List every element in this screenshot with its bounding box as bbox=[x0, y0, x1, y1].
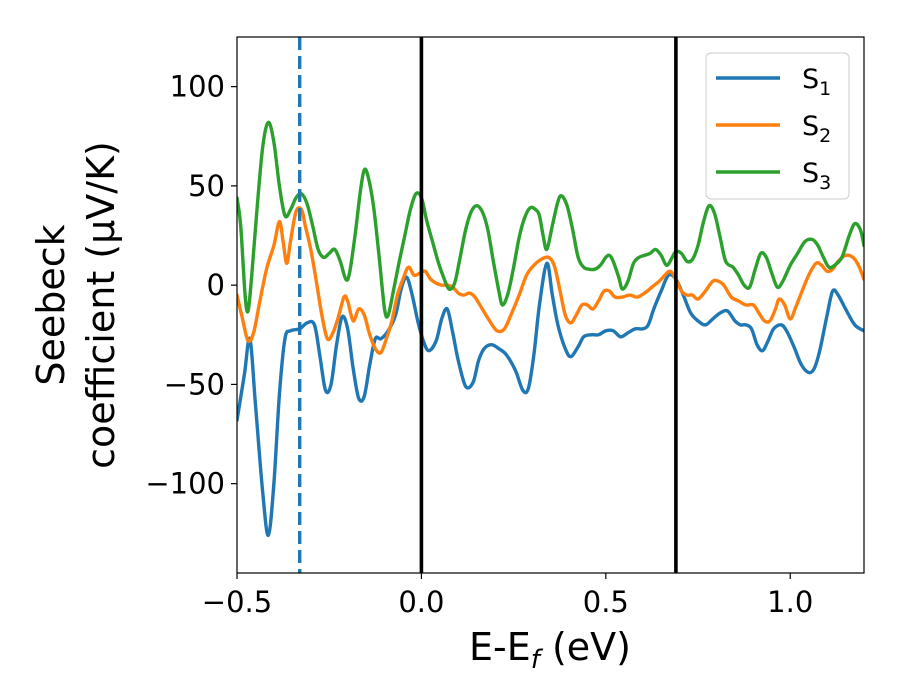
legend: S1 S2 S3 bbox=[705, 52, 850, 200]
x-axis-label-main: E-E bbox=[469, 625, 531, 669]
y-tick-label: 0 bbox=[207, 268, 225, 302]
x-tick-label: 0.0 bbox=[398, 585, 444, 619]
series-line-s3 bbox=[237, 120, 864, 319]
legend-label-s2: S2 bbox=[802, 111, 831, 147]
plot-frame bbox=[236, 36, 865, 574]
series-layer bbox=[237, 120, 864, 537]
x-tick-label: 0.5 bbox=[583, 585, 629, 619]
series-line-s2 bbox=[237, 206, 864, 355]
series-line-s1 bbox=[237, 261, 864, 537]
y-axis-ticks: −100 −50 0 50 100 bbox=[145, 70, 237, 501]
y-axis-label-line2: coefficient (μV/K) bbox=[79, 141, 123, 469]
y-axis-label-line1: Seebeck bbox=[29, 224, 73, 385]
x-axis-label-unit: (eV) bbox=[540, 625, 631, 669]
y-tick-label: 100 bbox=[170, 70, 225, 104]
x-axis-ticks: −0.5 0.0 0.5 1.0 bbox=[202, 573, 813, 619]
y-tick-label: 50 bbox=[188, 169, 225, 203]
vline-layer bbox=[298, 37, 678, 573]
x-tick-label: 1.0 bbox=[767, 585, 813, 619]
y-tick-label: −100 bbox=[145, 467, 225, 501]
x-tick-label: −0.5 bbox=[202, 585, 272, 619]
legend-label-s3: S3 bbox=[802, 158, 831, 194]
legend-label-s1: S1 bbox=[802, 64, 831, 100]
y-tick-label: −50 bbox=[164, 367, 225, 401]
x-axis-label: E-Ef (eV) bbox=[469, 625, 631, 675]
